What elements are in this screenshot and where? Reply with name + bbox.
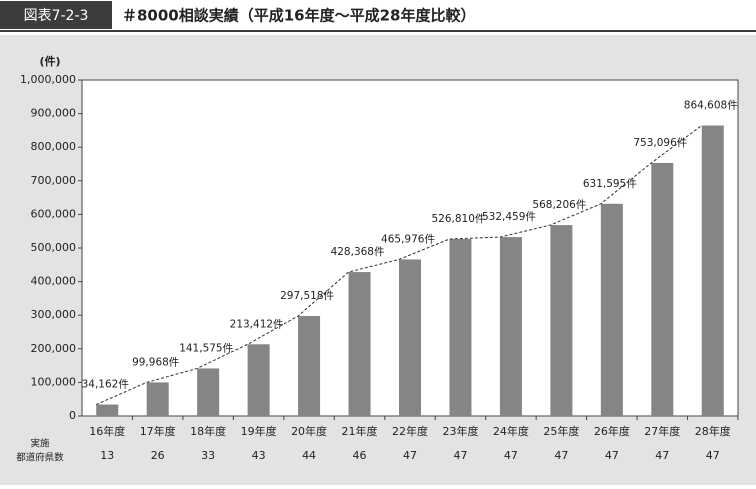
figure-label: 図表7-2-3 <box>24 8 89 24</box>
x-tick-label: 18年度 <box>190 424 226 438</box>
table-value: 26 <box>151 449 165 462</box>
table-value: 47 <box>453 449 467 462</box>
bar <box>348 272 371 416</box>
bar <box>701 125 724 417</box>
y-tick-label: 800,000 <box>31 140 77 153</box>
table-value: 47 <box>706 449 720 462</box>
x-tick-label: 27年度 <box>644 424 680 438</box>
value-label: 213,412件 <box>230 318 284 330</box>
bar <box>550 225 573 416</box>
table-value: 44 <box>302 449 316 462</box>
value-label: 526,810件 <box>432 213 486 225</box>
table-label: 実施 <box>30 438 50 450</box>
y-tick-label: 400,000 <box>31 275 77 288</box>
value-label: 99,968件 <box>132 356 179 368</box>
value-label: 141,575件 <box>179 342 233 354</box>
y-tick-label: 200,000 <box>31 342 77 355</box>
x-tick-label: 19年度 <box>241 424 277 438</box>
table-value: 46 <box>353 449 367 462</box>
table-value: 47 <box>554 449 568 462</box>
x-tick-label: 24年度 <box>493 424 529 438</box>
x-tick-label: 28年度 <box>695 424 731 438</box>
value-label: 465,976件 <box>381 233 435 245</box>
bar <box>449 238 472 416</box>
value-label: 753,096件 <box>633 137 687 149</box>
table-value: 47 <box>655 449 669 462</box>
value-label: 297,518件 <box>280 290 334 302</box>
bar <box>247 344 270 416</box>
y-tick-label: 900,000 <box>31 107 77 120</box>
y-tick-label: 600,000 <box>31 207 77 220</box>
bar <box>298 316 321 416</box>
value-label: 428,368件 <box>331 246 385 258</box>
table-value: 43 <box>252 449 266 462</box>
table-value: 33 <box>201 449 215 462</box>
x-tick-label: 25年度 <box>543 424 579 438</box>
value-label: 532,459件 <box>482 211 536 223</box>
x-tick-label: 16年度 <box>89 424 125 438</box>
bar <box>651 162 674 416</box>
header-bg <box>0 0 756 32</box>
bar <box>96 404 119 416</box>
table-value: 13 <box>100 449 114 462</box>
y-tick-label: 700,000 <box>31 174 77 187</box>
connector-line <box>96 125 703 405</box>
figure-label-box <box>0 1 112 29</box>
value-label: 631,595件 <box>583 178 637 190</box>
table-value: 47 <box>504 449 518 462</box>
table-label: 都道府県数 <box>16 452 64 464</box>
table-value: 47 <box>403 449 417 462</box>
y-axis-label: (件) <box>39 54 60 68</box>
y-tick-label: 300,000 <box>31 308 77 321</box>
chart-title: ＃8000相談実績（平成16年度〜平成28年度比較） <box>122 7 476 25</box>
bar <box>499 237 522 416</box>
x-tick-label: 22年度 <box>392 424 428 438</box>
y-tick-label: 500,000 <box>31 241 77 254</box>
y-tick-label: 1,000,000 <box>20 73 76 86</box>
x-tick-label: 23年度 <box>442 424 478 438</box>
y-tick-label: 0 <box>69 409 76 422</box>
value-label: 864,608件 <box>684 99 738 111</box>
bar <box>146 382 169 416</box>
x-tick-label: 20年度 <box>291 424 327 438</box>
x-tick-label: 21年度 <box>342 424 378 438</box>
bar <box>399 259 421 416</box>
y-tick-label: 100,000 <box>31 375 77 388</box>
bar <box>600 203 623 416</box>
table-value: 47 <box>605 449 619 462</box>
value-label: 34,162件 <box>82 379 129 391</box>
x-tick-label: 26年度 <box>594 424 630 438</box>
x-tick-label: 17年度 <box>140 424 176 438</box>
value-label: 568,206件 <box>532 199 586 211</box>
bar <box>197 368 220 416</box>
